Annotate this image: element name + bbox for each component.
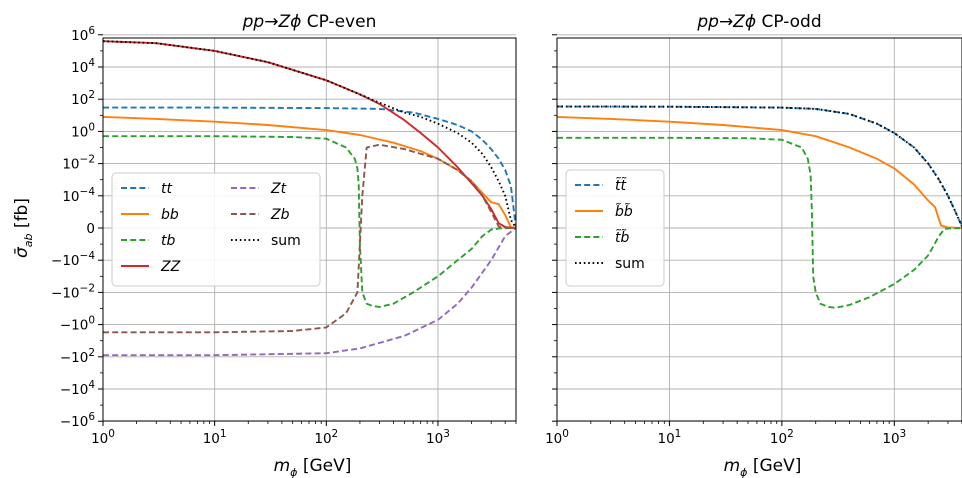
- chart-title: pp→Zϕ CP-odd: [696, 12, 821, 32]
- series-line-b̃b̃: [557, 115, 962, 229]
- axes-frame: [556, 37, 962, 422]
- series-line-t̃b̃: [557, 136, 962, 309]
- series-group: [557, 105, 962, 309]
- series-line-Zb: [103, 143, 516, 334]
- legend-label: bb: [161, 207, 179, 223]
- y-tick-label: 10−4: [62, 186, 95, 205]
- y-axis: 106 104 102 100 10−2 10−4 0 −10−4 −10−2 −100 −102 −…: [51, 25, 103, 430]
- series-line-Zt: [103, 227, 516, 357]
- x-tick-label: 101: [657, 428, 681, 447]
- axes-frame: [102, 37, 517, 422]
- series-line-tt: [103, 106, 516, 229]
- chart-panel-1: 100 101 102 103 106 104 102 100 10−2 10−4 0 −10−4 −1…: [12, 12, 517, 478]
- y-tick-label: −10−2: [51, 282, 95, 301]
- x-tick-label: 103: [426, 428, 450, 447]
- x-axis: 100 101 102 103: [91, 421, 517, 447]
- x-axis: 100 101 102 103: [545, 421, 962, 447]
- legend-label: tt: [161, 181, 172, 197]
- x-axis-label: mϕ [GeV]: [724, 456, 802, 478]
- x-axis-label: mϕ [GeV]: [274, 456, 352, 478]
- legend: t̃t̃ b̃b̃ t̃b̃ sum: [565, 169, 665, 287]
- x-tick-label: 100: [545, 428, 569, 447]
- series-line-sum: [557, 105, 962, 227]
- y-tick-label: −102: [60, 347, 95, 366]
- series-line-sum: [103, 40, 516, 229]
- x-tick-label: 102: [770, 428, 794, 447]
- legend-label: b̃b̃: [615, 203, 633, 220]
- legend-label: Zt: [270, 181, 287, 197]
- x-tick-label: 101: [203, 428, 227, 447]
- legend-label: t̃t̃: [615, 177, 627, 194]
- series-group: [103, 40, 516, 357]
- series-line-ZZ: [103, 40, 516, 229]
- legend-box: [565, 169, 665, 287]
- x-tick-label: 102: [314, 428, 338, 447]
- legend: tt bb tb ZZ Zt Zb sum: [111, 172, 321, 287]
- y-tick-label: −106: [60, 411, 96, 430]
- y-tick-label: 104: [71, 57, 95, 76]
- y-tick-label: −10−4: [51, 250, 95, 269]
- y-tick-label: 102: [71, 89, 95, 108]
- legend-label: tb: [161, 233, 175, 249]
- y-axis-label: σ̄ab [fb]: [12, 198, 35, 258]
- chart-panel-2: 100 101 102 103 pp→Zϕ CP-odd mϕ [GeV] t̃t̃ b̃b̃…: [545, 12, 962, 478]
- legend-label: Zb: [270, 207, 290, 223]
- x-tick-label: 103: [882, 428, 906, 447]
- legend-box: [111, 172, 321, 287]
- y-tick-label: 106: [71, 25, 95, 44]
- y-tick-label: −104: [60, 379, 96, 398]
- y-tick-label: −100: [60, 315, 95, 334]
- x-tick-label: 100: [91, 428, 115, 447]
- y-tick-label: 10−2: [62, 154, 95, 173]
- y-tick-label: 100: [71, 121, 95, 140]
- series-line-tb: [103, 135, 516, 308]
- chart-title: pp→Zϕ CP-even: [242, 12, 377, 32]
- y-tick-label: 0: [86, 221, 95, 237]
- legend-label: sum: [615, 256, 645, 272]
- y-axis: [552, 34, 557, 422]
- legend-label: ZZ: [160, 259, 181, 275]
- legend-label: sum: [271, 233, 301, 249]
- legend-label: t̃b̃: [615, 229, 629, 246]
